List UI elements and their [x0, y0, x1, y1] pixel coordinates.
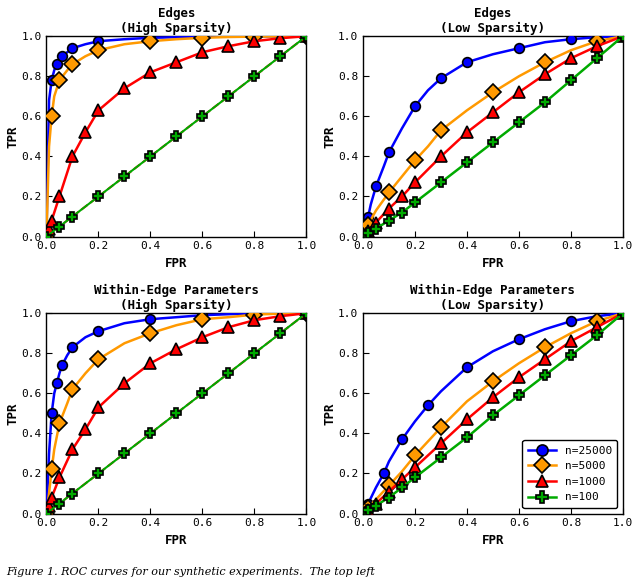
X-axis label: FPR: FPR — [165, 257, 188, 270]
X-axis label: FPR: FPR — [482, 257, 504, 270]
Title: Within-Edge Parameters
(High Sparsity): Within-Edge Parameters (High Sparsity) — [94, 284, 259, 312]
Y-axis label: TPR: TPR — [7, 125, 20, 148]
X-axis label: FPR: FPR — [482, 534, 504, 547]
Title: Edges
(High Sparsity): Edges (High Sparsity) — [120, 7, 233, 35]
Y-axis label: TPR: TPR — [323, 125, 337, 148]
Y-axis label: TPR: TPR — [7, 402, 20, 425]
Title: Within-Edge Parameters
(Low Sparsity): Within-Edge Parameters (Low Sparsity) — [410, 284, 575, 312]
Title: Edges
(Low Sparsity): Edges (Low Sparsity) — [440, 7, 545, 35]
Text: Figure 1. ROC curves for our synthetic experiments.  The top left: Figure 1. ROC curves for our synthetic e… — [6, 567, 375, 577]
X-axis label: FPR: FPR — [165, 534, 188, 547]
Y-axis label: TPR: TPR — [323, 402, 337, 425]
Legend: n=25000, n=5000, n=1000, n=100: n=25000, n=5000, n=1000, n=100 — [522, 440, 618, 508]
